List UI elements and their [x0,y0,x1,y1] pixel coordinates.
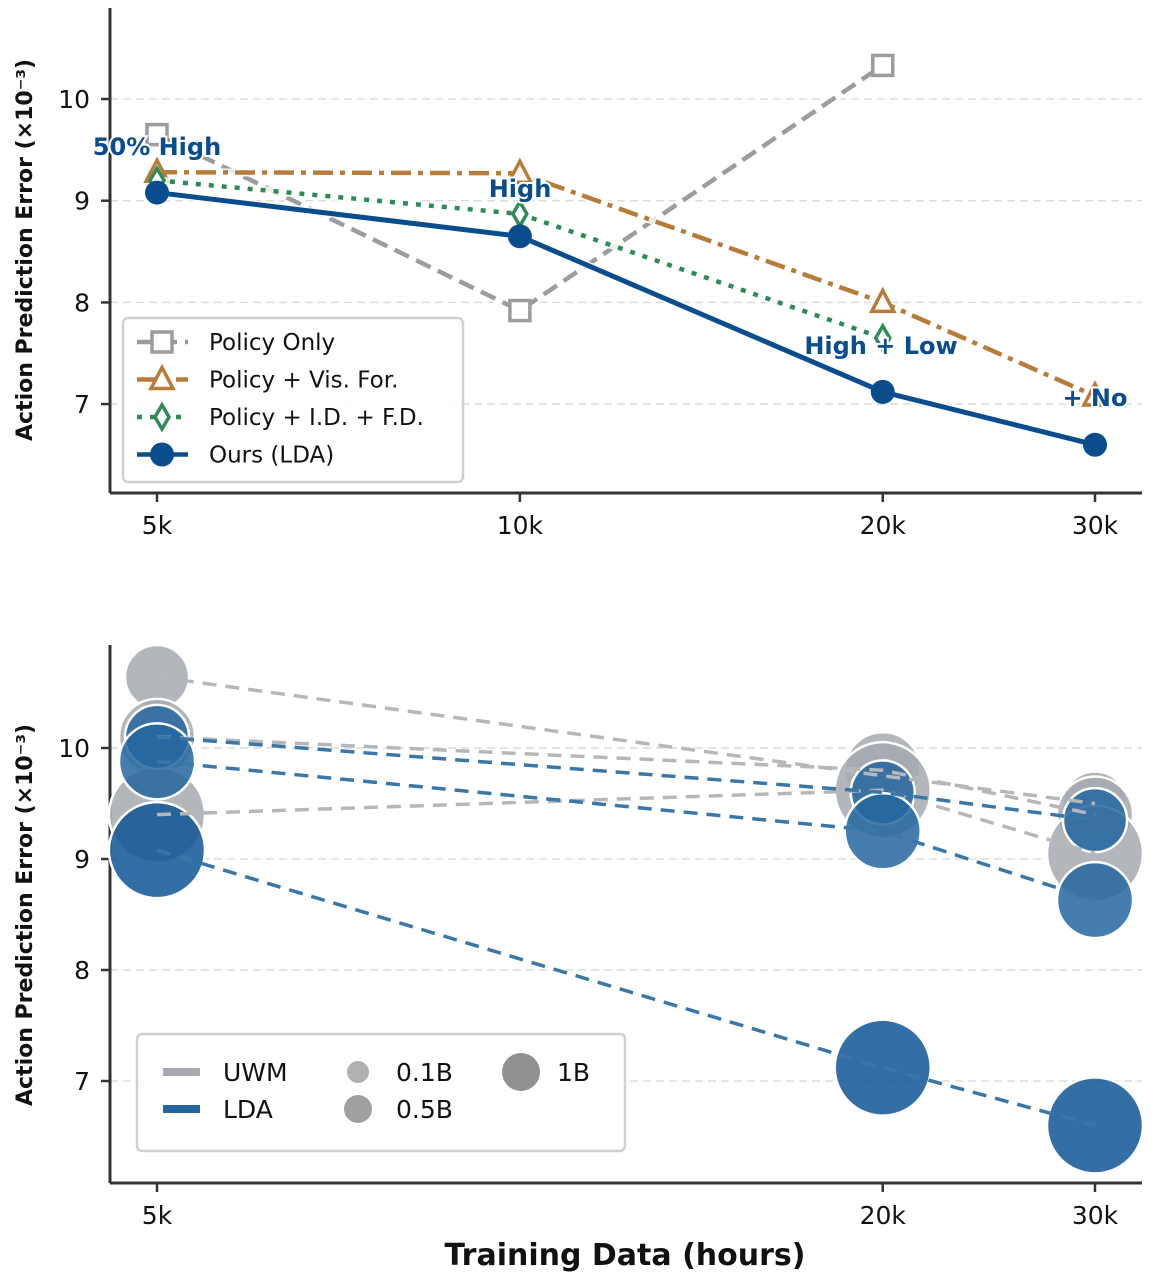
series-marker-3 [507,224,532,249]
legend-marker-icon [150,442,174,467]
top-chart: 7 8 9 10 5k 10k 20k 30k 50% High High High + Low + … [58,8,1142,540]
bubble-lda-0.5B [843,792,922,871]
legend-label: Policy Only [209,330,335,356]
bottom-x-tick-label: 30k [1072,1201,1119,1230]
top-y-tick-label: 7 [74,390,90,419]
series-marker-3 [870,379,895,404]
annotation-label: High + Low [804,332,957,360]
bubble-lda-1B [833,1018,932,1117]
series-marker-3 [1083,432,1107,457]
series-marker-1 [505,157,534,184]
legend-marker-icon [148,363,176,391]
legend-label: Ours (LDA) [209,443,334,469]
series-marker-0 [508,298,532,323]
trend-line-uwm [156,735,1096,817]
trend-line-lda [156,759,1096,902]
series-line-1 [156,169,1096,399]
bottom-x-tick-label: 20k [860,1201,907,1230]
annotation-label: High [489,175,552,203]
legend-size-icon [344,1095,372,1123]
top-y-tick-label: 9 [74,187,90,216]
legend-label: UWM [223,1058,288,1087]
series-line-3 [156,190,1096,448]
legend-marker-icon [150,330,174,354]
trend-line-uwm [156,675,1096,806]
series-marker-0 [870,53,895,78]
series-marker-0 [145,122,169,147]
series-marker-1 [1081,380,1109,407]
bottom-y-axis-label: Action Prediction Error (×10⁻³) [13,724,38,1106]
annotation-label: + No [1062,384,1127,412]
series-marker-2 [510,198,529,230]
x-axis-label: Training Data (hours) [445,1238,806,1273]
bottom-y-tick-label: 7 [74,1067,90,1096]
legend-size-icon [347,1061,369,1083]
bubble-lda-0.1B [1061,786,1129,854]
top-y-tick-label: 10 [58,85,90,114]
legend-size-label: 0.1B [396,1058,453,1087]
top-y-axis-label: Action Prediction Error (×10⁻³) [13,59,38,441]
bottom-legend-box [135,1032,627,1153]
series-marker-3 [145,180,169,205]
series-marker-2 [873,322,892,354]
annotation-label: 50% High [93,133,221,161]
bottom-x-tick-label: 5k [142,1201,173,1230]
legend-label: Policy + I.D. + F.D. [209,405,424,431]
top-x-tick-label: 30k [1072,511,1119,540]
top-x-tick-label: 10k [497,511,544,540]
bottom-y-tick-label: 9 [74,845,90,874]
trend-line-uwm [156,788,1096,856]
top-x-tick-label: 5k [142,511,173,540]
top-legend-box [121,316,465,484]
trend-line-lda [156,735,1096,822]
legend-label: Policy + Vis. For. [209,368,398,394]
legend-marker-icon [152,401,172,433]
legend-label: LDA [223,1095,273,1124]
series-marker-1 [868,286,897,314]
trend-line-lda [156,848,1096,1128]
top-x-tick-label: 20k [860,511,907,540]
top-y-tick-label: 8 [74,288,90,317]
bottom-y-tick-label: 10 [58,734,90,763]
legend-size-label: 1B [557,1058,590,1087]
legend-size-icon [502,1053,540,1091]
legend-size-label: 0.5B [396,1095,453,1124]
bottom-y-tick-label: 8 [74,956,90,985]
bottom-chart: 7 8 9 10 5k 20k 30k UWM LDA 0.1B 0.5B 1B [58,643,1145,1230]
